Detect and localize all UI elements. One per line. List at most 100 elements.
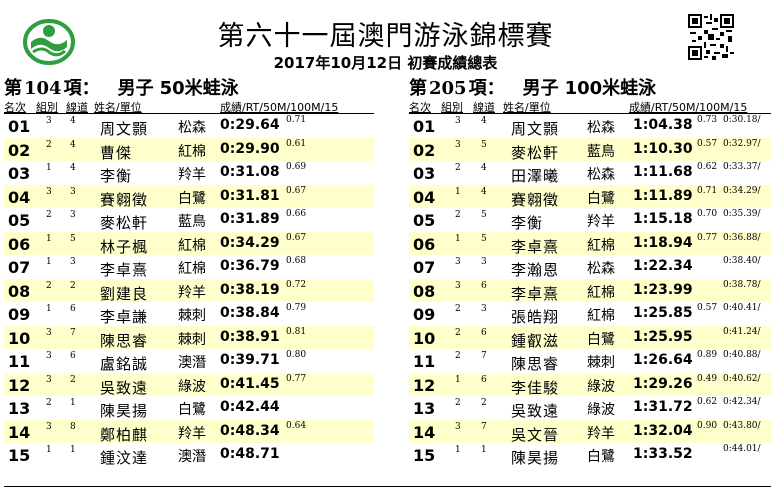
heat-cell: 2	[46, 210, 52, 220]
rank-cell: 02	[8, 140, 31, 160]
event-gender: 男子	[117, 78, 154, 99]
club-name: 白鷺	[178, 190, 206, 207]
result-time: 0:34.29	[220, 234, 280, 251]
swimmer-name: 周文顥	[511, 120, 560, 138]
result-time: 0:39.71	[220, 352, 280, 368]
heat-cell: 3	[455, 116, 461, 126]
association-logo-icon	[23, 19, 75, 65]
result-time: 1:31.72	[633, 399, 693, 415]
heat-cell: 1	[46, 257, 52, 267]
club-name: 羚羊	[587, 425, 615, 442]
result-time: 0:36.79	[220, 258, 280, 274]
result-time: 1:04.38	[633, 117, 693, 133]
table-row: 03 2 4 田澤曦 松森 1:11.68 0.62 0:33.37/	[409, 161, 771, 185]
reaction-time: 0.66	[286, 209, 307, 219]
rank-cell: 08	[413, 281, 436, 301]
heat-cell: 3	[455, 139, 461, 150]
result-time: 1:18.94	[633, 234, 693, 251]
heat-cell: 2	[46, 280, 52, 291]
col-rank: 名次	[4, 101, 26, 114]
club-name: 羚羊	[178, 167, 206, 183]
event-name: 50米蛙泳	[159, 78, 239, 99]
lane-cell: 3	[481, 257, 487, 267]
table-row: 13 2 2 吳致遠 綠波 1:31.72 0.62 0:42.34/	[409, 396, 771, 420]
heat-cell: 3	[46, 374, 52, 385]
lane-cell: 4	[481, 186, 487, 197]
table-row: 02 2 4 曹傑 紅棉 0:29.90 0.61	[4, 137, 374, 162]
result-time: 1:11.89	[633, 187, 693, 204]
club-name: 綠波	[587, 378, 615, 395]
rank-cell: 12	[413, 375, 436, 395]
table-row: 13 2 1 陳昊揚 白鷺 0:42.44	[4, 396, 374, 420]
col-lane: 線道	[66, 101, 88, 114]
rank-cell: 05	[8, 211, 31, 230]
event-colon: ：	[81, 78, 100, 99]
lane-cell: 3	[70, 257, 76, 267]
column-header: 名次 組別 線道 姓名/單位 成績/RT/50M/100M/15	[409, 98, 771, 114]
rank-cell: 15	[413, 446, 436, 465]
heat-cell: 1	[46, 163, 52, 173]
heat-cell: 3	[46, 421, 52, 432]
heat-cell: 3	[46, 186, 52, 197]
rank-cell: 02	[413, 140, 436, 160]
club-name: 羚羊	[587, 214, 615, 230]
heat-cell: 2	[46, 139, 52, 150]
club-name: 白鷺	[178, 402, 206, 418]
table-row: 15 1 1 鍾汶達 澳潛 0:48.71	[4, 443, 374, 467]
swimmer-name: 賽翱徵	[100, 190, 149, 209]
heat-cell: 1	[455, 233, 461, 244]
reaction-time: 0.57	[697, 303, 718, 313]
table-row: 08 2 2 劉建良 羚羊 0:38.19 0.72	[4, 278, 374, 303]
event-colon: ：	[486, 78, 505, 99]
club-name: 澳潛	[178, 355, 206, 371]
swimmer-name: 李卓謙	[100, 308, 149, 326]
lane-cell: 6	[70, 351, 76, 361]
result-time: 0:48.71	[220, 446, 280, 462]
split-time: 0:36.88/	[723, 232, 761, 243]
split-time: 0:40.41/	[723, 303, 761, 313]
table-row: 02 3 5 麥松軒 藍鳥 1:10.30 0.57 0:32.97/	[409, 137, 771, 162]
heat-cell: 3	[46, 327, 52, 338]
lane-cell: 7	[481, 351, 487, 361]
lane-cell: 7	[481, 421, 487, 432]
table-row: 12 1 6 李佳駿 綠波 1:29.26 0.49 0:40.62/	[409, 372, 771, 397]
club-name: 藍鳥	[587, 143, 615, 160]
results-list: 01 3 4 周文顥 松森 1:04.38 0.73 0:30.18/02 3 5 麥松軒 藍鳥 1:1…	[409, 114, 771, 467]
club-name: 紅棉	[178, 143, 206, 160]
rank-cell: 14	[413, 422, 436, 442]
lane-cell: 6	[481, 280, 487, 291]
swimmer-name: 陳昊揚	[511, 449, 560, 467]
event-xiang-label: 項	[63, 78, 82, 99]
result-time: 1:22.34	[633, 258, 693, 274]
reaction-time: 0.57	[697, 138, 718, 149]
rank-cell: 10	[8, 328, 31, 348]
col-result: 成績/RT/50M/100M/15	[629, 101, 748, 114]
club-name: 綠波	[587, 402, 615, 418]
swimmer-name: 賽翱徵	[511, 190, 560, 209]
reaction-time: 0.64	[286, 420, 307, 431]
table-row: 09 1 6 李卓謙 棘刺 0:38.84 0.79	[4, 302, 374, 326]
result-time: 1:25.85	[633, 305, 693, 321]
heat-cell: 1	[46, 233, 52, 244]
result-time: 1:25.95	[633, 328, 693, 345]
result-time: 0:38.84	[220, 305, 280, 321]
result-time: 1:33.52	[633, 446, 693, 462]
split-time: 0:33.37/	[723, 162, 761, 172]
rank-cell: 07	[8, 258, 31, 277]
table-row: 08 3 6 李卓熹 紅棉 1:23.99 0:38.78/	[409, 278, 771, 303]
result-time: 0:42.44	[220, 399, 280, 415]
split-time: 0:38.78/	[723, 279, 761, 290]
reaction-time: 0.80	[286, 350, 307, 360]
rank-cell: 15	[8, 446, 31, 465]
split-time: 0:34.29/	[723, 185, 761, 196]
heat-cell: 1	[455, 186, 461, 197]
lane-cell: 5	[70, 233, 76, 244]
event-104-panel: 第 104 項： 男子 50米蛙泳 名次 組別 線道 姓名/單位 成績/RT/50M/1…	[4, 74, 374, 467]
event-name: 100米蛙泳	[564, 78, 657, 99]
heat-cell: 1	[46, 304, 52, 314]
swimmer-name: 陳思睿	[511, 355, 560, 373]
lane-cell: 1	[481, 445, 487, 455]
swimmer-name: 李衡	[100, 167, 133, 185]
reaction-time: 0.67	[286, 232, 307, 243]
reaction-time: 0.72	[286, 279, 307, 290]
